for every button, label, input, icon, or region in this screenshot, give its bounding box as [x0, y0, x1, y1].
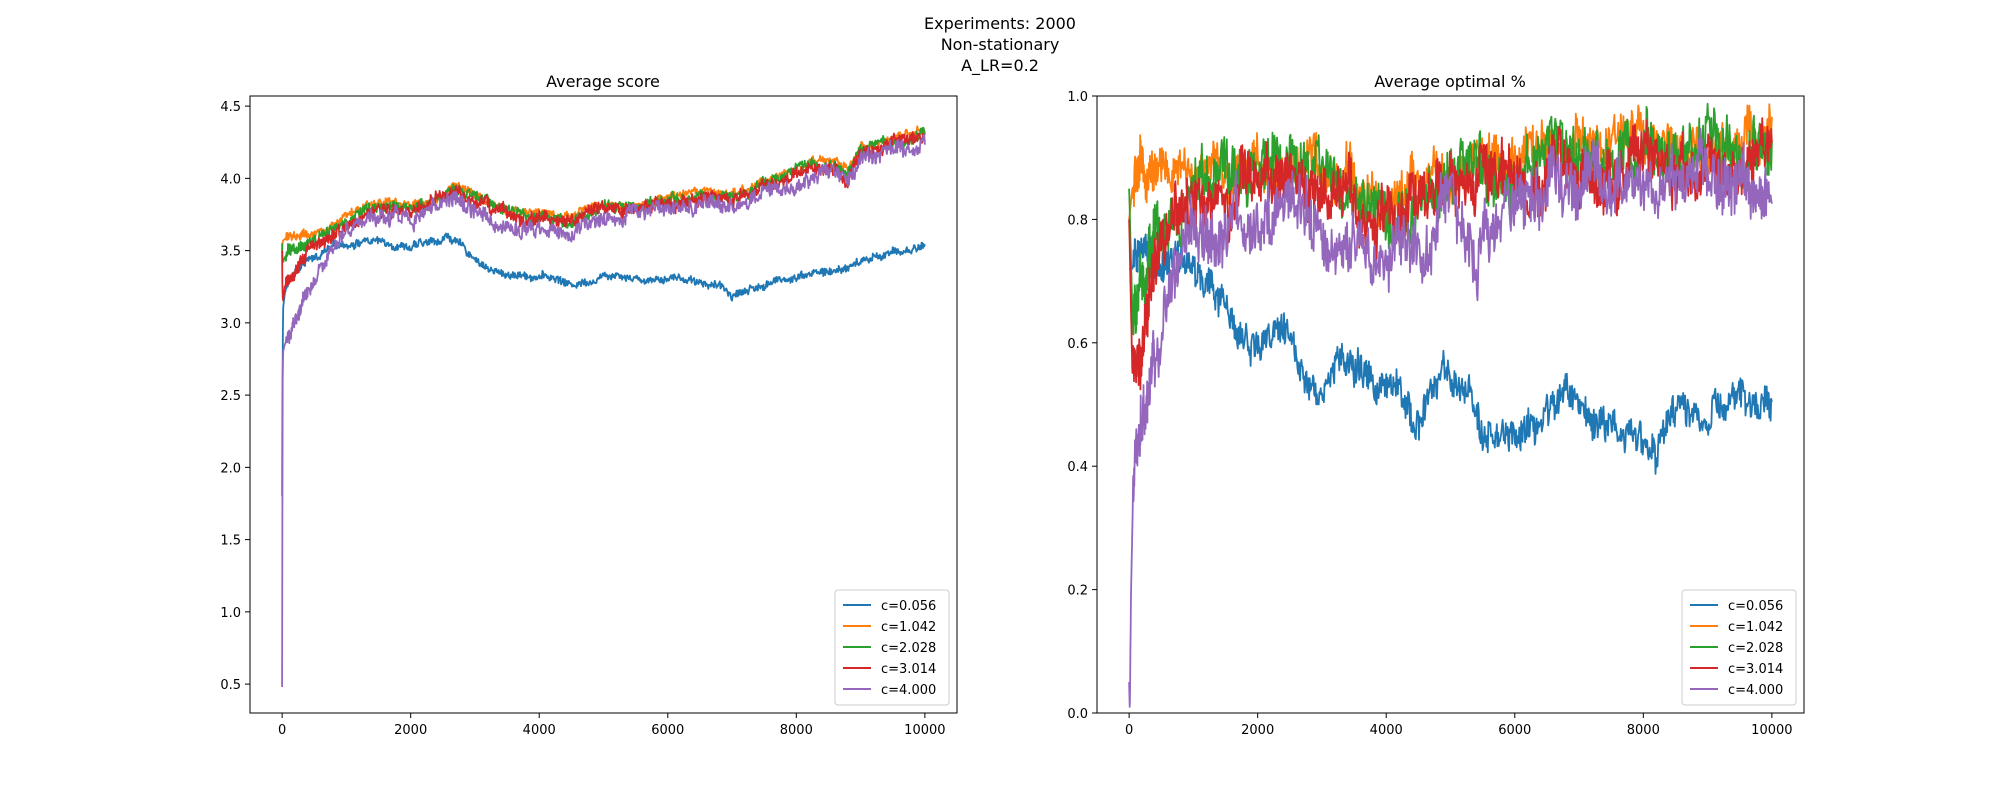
legend-box: [1681, 589, 1797, 706]
series-line-c=0.056: [1128, 233, 1773, 475]
axes-average-score: Average score 0 2000 4000 6000 8000 10000 0.5 1…: [220, 72, 958, 738]
y-tick-label: 1.5: [220, 534, 241, 549]
y-tick-label: 0.2: [1067, 584, 1088, 599]
x-tick-label: 6000: [1498, 723, 1531, 738]
legend-label: c=2.028: [1728, 641, 1783, 656]
series-group: [281, 125, 926, 688]
y-tick-label: 0.4: [1067, 460, 1088, 475]
legend-label: c=1.042: [881, 620, 936, 635]
legend-label: c=3.014: [881, 662, 936, 677]
x-tick-label: 6000: [651, 723, 684, 738]
y-tick-label: 4.0: [220, 172, 241, 187]
legend-label: c=4.000: [881, 683, 936, 698]
y-tick-label: 4.5: [220, 100, 241, 115]
x-tick-label: 8000: [1627, 723, 1660, 738]
axes-title-average-score: Average score: [546, 72, 660, 91]
x-tick-label: 4000: [1370, 723, 1403, 738]
y-tick-label: 0.8: [1067, 213, 1088, 228]
legend-label: c=3.014: [1728, 662, 1783, 677]
suptitle-line-1: Experiments: 2000: [924, 14, 1076, 33]
y-tick-label: 0.5: [220, 678, 241, 693]
axes-title-average-optimal: Average optimal %: [1374, 72, 1526, 91]
suptitle-line-3: A_LR=0.2: [961, 56, 1039, 76]
plot-area-average-score: 0 2000 4000 6000 8000 10000 0.5 1.0 1.5 2.0 2.5 3.0…: [220, 95, 958, 738]
x-tick-label: 10000: [904, 723, 945, 738]
plot-area-average-optimal: 0 2000 4000 6000 8000 10000 0.0 0.2 0.4 0.6 0.8 1.0…: [1067, 90, 1805, 738]
y-tick-label: 0.0: [1067, 707, 1088, 722]
legend-label: c=1.042: [1728, 620, 1783, 635]
legend: c=0.056 c=1.042 c=2.028 c=3.014 c=4.000: [1681, 589, 1797, 706]
x-tick-label: 8000: [780, 723, 813, 738]
legend-label: c=4.000: [1728, 683, 1783, 698]
y-tick-label: 1.0: [1067, 90, 1088, 105]
y-tick-label: 2.5: [220, 389, 241, 404]
x-tick-label: 4000: [523, 723, 556, 738]
legend-label: c=2.028: [881, 641, 936, 656]
series-line-c=4.000: [281, 133, 926, 688]
x-tick-label: 2000: [394, 723, 427, 738]
y-tick-label: 0.6: [1067, 337, 1088, 352]
axes-average-optimal: Average optimal % 0 2000 4000 6000 8000 10000…: [1067, 72, 1805, 738]
series-line-c=3.014: [1128, 117, 1773, 391]
legend-label: c=0.056: [1728, 599, 1783, 614]
axes-frame: [249, 95, 958, 714]
y-tick-label: 1.0: [220, 606, 241, 621]
x-tick-label: 2000: [1241, 723, 1274, 738]
x-tick-label: 10000: [1751, 723, 1792, 738]
series-line-c=0.056: [281, 232, 926, 497]
x-tick-label: 0: [278, 723, 286, 738]
y-tick-label: 2.0: [220, 461, 241, 476]
y-tick-label: 3.0: [220, 317, 241, 332]
x-tick-label: 0: [1125, 723, 1133, 738]
series-group: [1128, 102, 1773, 708]
series-line-c=4.000: [1128, 127, 1773, 708]
y-tick-label: 3.5: [220, 245, 241, 260]
suptitle-line-2: Non-stationary: [941, 35, 1060, 54]
legend-label: c=0.056: [881, 599, 936, 614]
legend-box: [834, 589, 950, 706]
axes-frame: [1096, 95, 1805, 714]
legend: c=0.056 c=1.042 c=2.028 c=3.014 c=4.000: [834, 589, 950, 706]
